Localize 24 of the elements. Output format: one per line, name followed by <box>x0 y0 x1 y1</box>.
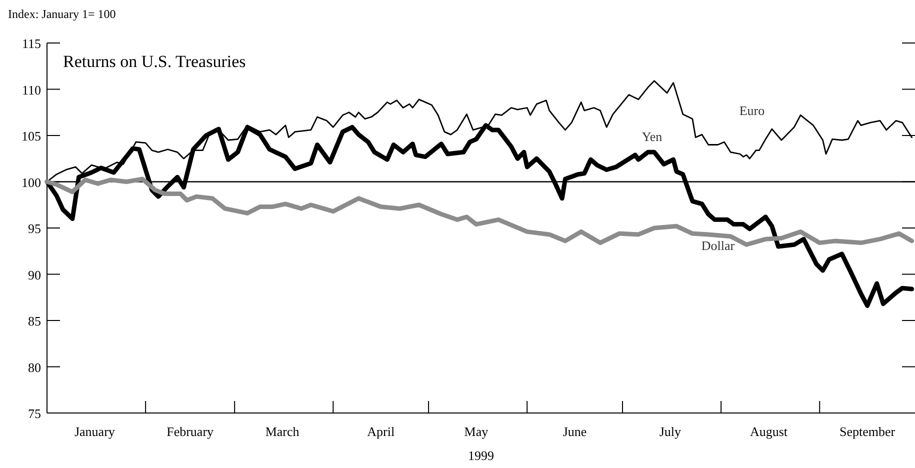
x-tick-label: July <box>659 424 682 439</box>
x-tick-label: June <box>562 424 587 439</box>
x-tick-label: May <box>464 424 489 439</box>
y-axis-title: Index: January 1= 100 <box>8 7 116 21</box>
series-label: Yen <box>642 129 663 144</box>
x-tick-label: September <box>840 424 896 439</box>
x-tick-label: April <box>367 424 395 439</box>
y-tick-label: 85 <box>28 314 41 328</box>
y-tick-label: 105 <box>22 128 41 144</box>
y-tick-label: 100 <box>22 174 41 190</box>
y-tick-label: 75 <box>28 406 41 421</box>
x-tick-label: February <box>166 424 214 439</box>
text: Returns on U.S. Treasuries <box>63 52 246 71</box>
y-tick-label: 110 <box>22 82 41 98</box>
y-tick-label: 95 <box>28 221 41 236</box>
y-tick-label: 90 <box>28 267 41 282</box>
series-label: Euro <box>739 103 765 118</box>
y-tick-label: 80 <box>28 360 41 375</box>
x-axis-title: 1999 <box>468 448 494 463</box>
series-label: Dollar <box>701 238 736 253</box>
y-tick-label: 115 <box>22 36 41 51</box>
x-tick-label: August <box>750 424 788 439</box>
x-tick-label: March <box>265 424 300 439</box>
x-tick-label: January <box>74 424 116 439</box>
